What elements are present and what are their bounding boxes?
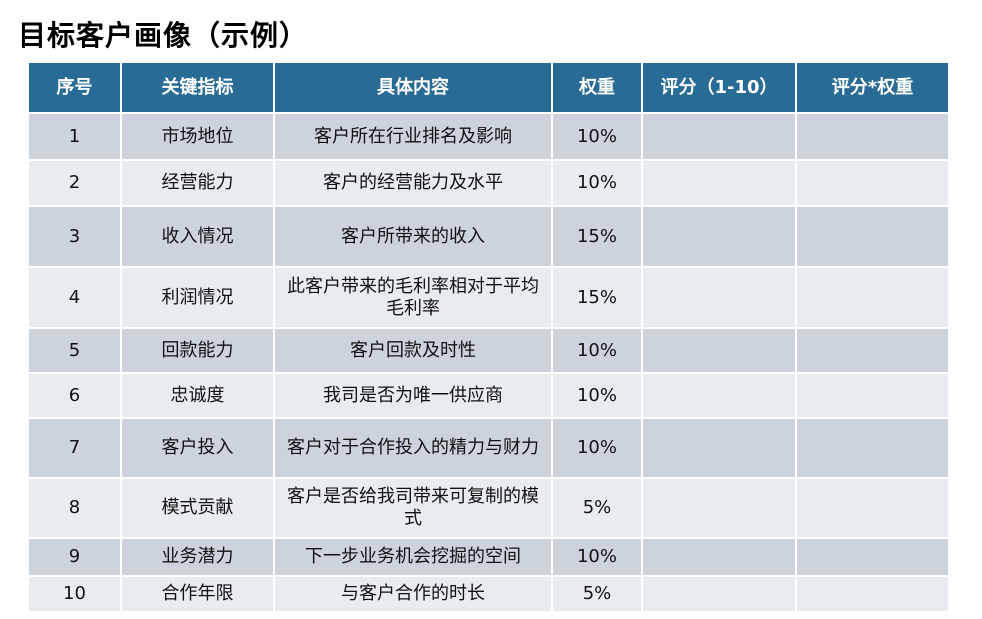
cell-content: 客户所在行业排名及影响 [273,112,553,161]
cell-weighted-score [795,112,950,161]
cell-weight: 5% [551,575,643,613]
table-row: 8 模式贡献 客户是否给我司带来可复制的模式 5% [27,477,950,539]
cell-weighted-score [795,372,950,419]
cell-indicator: 收入情况 [120,205,275,268]
cell-content: 此客户带来的毛利率相对于平均毛利率 [273,266,553,329]
cell-weight: 15% [551,266,643,329]
cell-content: 客户回款及时性 [273,327,553,374]
cell-weight: 5% [551,477,643,539]
cell-weighted-score [795,266,950,329]
cell-score [641,372,797,419]
cell-weighted-score [795,477,950,539]
table-row: 3 收入情况 客户所带来的收入 15% [27,205,950,268]
cell-weight: 15% [551,205,643,268]
customer-profile-table: 序号 关键指标 具体内容 权重 评分（1-10） 评分*权重 1 市场地位 客户所在… [27,61,950,613]
cell-indicator: 经营能力 [120,159,275,207]
cell-no: 9 [27,537,122,577]
header-weight: 权重 [551,61,643,114]
cell-indicator: 模式贡献 [120,477,275,539]
cell-no: 1 [27,112,122,161]
cell-weight: 10% [551,327,643,374]
cell-no: 10 [27,575,122,613]
header-content: 具体内容 [273,61,553,114]
cell-weight: 10% [551,372,643,419]
cell-content: 我司是否为唯一供应商 [273,372,553,419]
cell-no: 2 [27,159,122,207]
header-indicator: 关键指标 [120,61,275,114]
page-title: 目标客户画像（示例） [18,19,309,52]
cell-content: 客户的经营能力及水平 [273,159,553,207]
cell-content: 客户是否给我司带来可复制的模式 [273,477,553,539]
cell-indicator: 利润情况 [120,266,275,329]
table-row: 9 业务潜力 下一步业务机会挖掘的空间 10% [27,537,950,577]
cell-weighted-score [795,159,950,207]
cell-score [641,537,797,577]
cell-weight: 10% [551,112,643,161]
cell-weight: 10% [551,159,643,207]
cell-score [641,205,797,268]
header-weighted-score: 评分*权重 [795,61,950,114]
cell-indicator: 市场地位 [120,112,275,161]
cell-content: 下一步业务机会挖掘的空间 [273,537,553,577]
cell-indicator: 业务潜力 [120,537,275,577]
table-row: 1 市场地位 客户所在行业排名及影响 10% [27,112,950,161]
cell-score [641,417,797,479]
cell-indicator: 客户投入 [120,417,275,479]
cell-weighted-score [795,537,950,577]
cell-weighted-score [795,417,950,479]
table-row: 4 利润情况 此客户带来的毛利率相对于平均毛利率 15% [27,266,950,329]
cell-weighted-score [795,205,950,268]
table-row: 5 回款能力 客户回款及时性 10% [27,327,950,374]
table-row: 7 客户投入 客户对于合作投入的精力与财力 10% [27,417,950,479]
cell-indicator: 回款能力 [120,327,275,374]
cell-content: 与客户合作的时长 [273,575,553,613]
cell-no: 4 [27,266,122,329]
table-row: 2 经营能力 客户的经营能力及水平 10% [27,159,950,207]
cell-weighted-score [795,327,950,374]
cell-weight: 10% [551,537,643,577]
cell-indicator: 合作年限 [120,575,275,613]
cell-score [641,112,797,161]
cell-content: 客户所带来的收入 [273,205,553,268]
cell-no: 5 [27,327,122,374]
cell-score [641,266,797,329]
cell-content: 客户对于合作投入的精力与财力 [273,417,553,479]
cell-weighted-score [795,575,950,613]
table-row: 6 忠诚度 我司是否为唯一供应商 10% [27,372,950,419]
cell-weight: 10% [551,417,643,479]
cell-score [641,159,797,207]
cell-indicator: 忠诚度 [120,372,275,419]
table-header-row: 序号 关键指标 具体内容 权重 评分（1-10） 评分*权重 [27,61,950,114]
cell-no: 3 [27,205,122,268]
cell-no: 8 [27,477,122,539]
cell-score [641,575,797,613]
header-no: 序号 [27,61,122,114]
header-score: 评分（1-10） [641,61,797,114]
cell-score [641,477,797,539]
cell-no: 6 [27,372,122,419]
cell-score [641,327,797,374]
table-row: 10 合作年限 与客户合作的时长 5% [27,575,950,613]
cell-no: 7 [27,417,122,479]
